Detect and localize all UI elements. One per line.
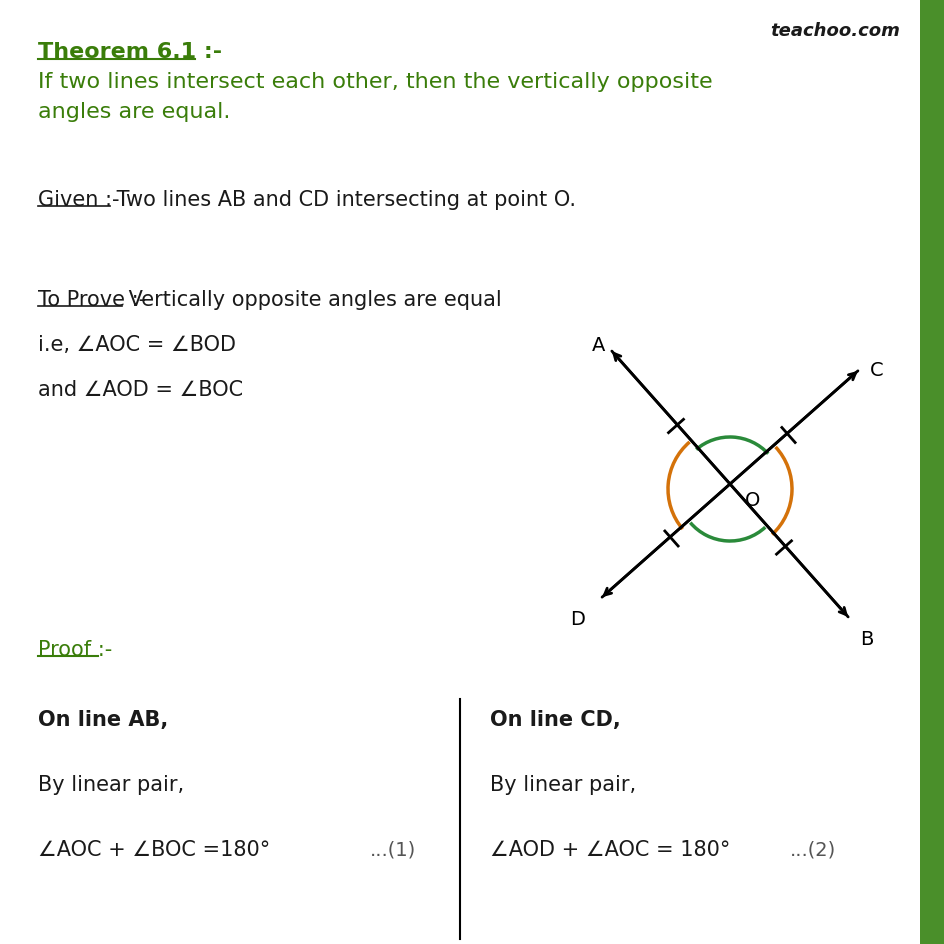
Text: On line CD,: On line CD,: [490, 709, 620, 729]
Text: Proof :-: Proof :-: [38, 639, 112, 659]
Text: To Prove :-: To Prove :-: [38, 290, 146, 310]
Text: ∠AOD + ∠AOC = 180°: ∠AOD + ∠AOC = 180°: [490, 839, 730, 859]
Text: Given :-: Given :-: [38, 190, 119, 210]
Text: teachoo.com: teachoo.com: [769, 22, 899, 40]
Text: i.e, ∠AOC = ∠BOD: i.e, ∠AOC = ∠BOD: [38, 334, 236, 355]
Text: By linear pair,: By linear pair,: [490, 774, 635, 794]
FancyBboxPatch shape: [919, 0, 944, 944]
Text: Vertically opposite angles are equal: Vertically opposite angles are equal: [122, 290, 501, 310]
Text: Theorem 6.1 :-: Theorem 6.1 :-: [38, 42, 222, 62]
Text: D: D: [569, 610, 584, 629]
Text: Two lines AB and CD intersecting at point O.: Two lines AB and CD intersecting at poin…: [110, 190, 576, 210]
Text: On line AB,: On line AB,: [38, 709, 168, 729]
Text: A: A: [591, 336, 604, 355]
Text: O: O: [744, 490, 760, 509]
Text: By linear pair,: By linear pair,: [38, 774, 184, 794]
Text: and ∠AOD = ∠BOC: and ∠AOD = ∠BOC: [38, 379, 243, 399]
Text: If two lines intersect each other, then the vertically opposite
angles are equal: If two lines intersect each other, then …: [38, 72, 712, 122]
Text: C: C: [869, 360, 883, 379]
Text: ∠AOC + ∠BOC =180°: ∠AOC + ∠BOC =180°: [38, 839, 270, 859]
Text: B: B: [859, 630, 872, 649]
Text: ...(2): ...(2): [789, 839, 835, 858]
Text: ...(1): ...(1): [370, 839, 415, 858]
